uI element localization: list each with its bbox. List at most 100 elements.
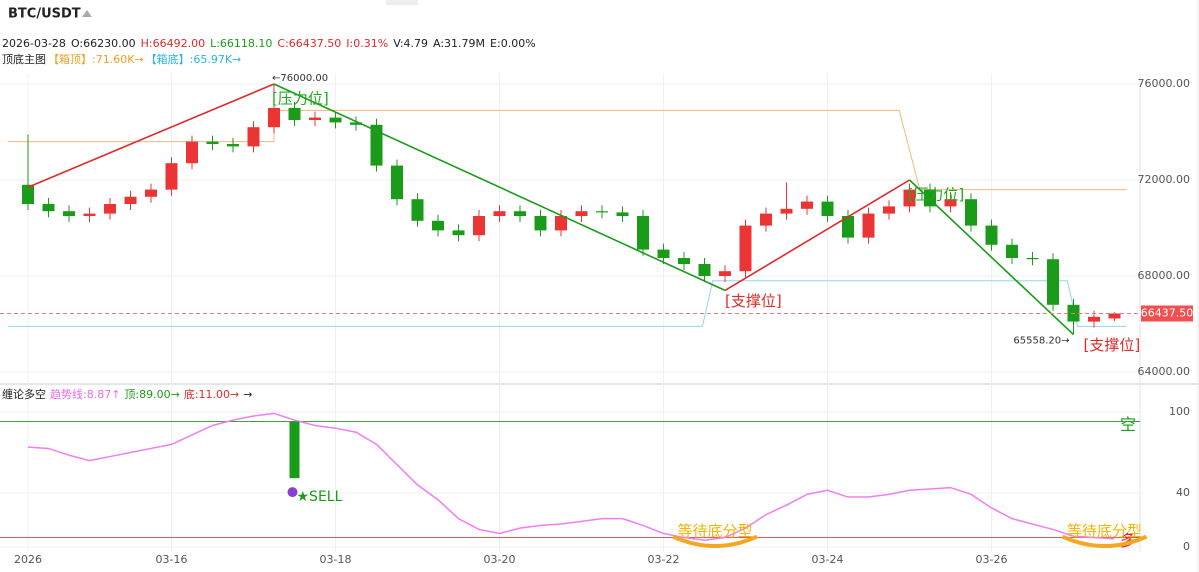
candle-body [596,211,608,213]
support-label: [支撑位] [725,292,782,310]
candle-body [493,211,506,216]
candle-body [350,122,362,125]
legend-item: L:66118.10 [210,37,272,50]
candle-body [739,225,752,272]
x-tick-label: 2026 [14,553,42,566]
candle-body [985,225,998,245]
zigzag-segment [908,179,1075,336]
candle-body [206,141,219,144]
y-tick-label: 40 [1176,486,1190,499]
y-tick-label: 76000.00 [1138,77,1191,90]
x-tick-label: 03-24 [812,553,844,566]
pressure-label: [压力位] [908,186,965,204]
legend-item: V:4.79 [393,37,428,50]
y-tick-label: 64000.00 [1138,365,1191,378]
candle-body [452,230,465,236]
high-label: ←76000.00 [272,73,328,84]
legend-item: E:0.00% [490,37,536,50]
candle-body [760,213,772,226]
box-bottom-line [7,280,1127,327]
candle-body [842,216,854,238]
candle-body [370,124,383,166]
candle-body [1006,244,1018,258]
legend-item: 底:11.00→ [184,387,239,401]
candle-body [514,211,526,216]
upper-label: 空 [1120,415,1136,434]
box-top-line [7,109,1127,191]
symbol: BTC/USDT [8,7,81,22]
last-price-label: 66437.50 [1141,307,1194,320]
legend-item: H:66492.00 [141,37,205,50]
y-tick-label: 68000.00 [1138,269,1191,282]
last-price-box [1141,305,1193,322]
candle-body [657,249,670,258]
candle-body [616,212,629,216]
x-tick-label: 03-16 [156,553,188,566]
candle-body [821,201,834,216]
sell-icon [287,487,298,498]
toolbar-handle[interactable] [386,0,418,5]
candle-body [862,213,875,238]
low-label: 65558.20→ [1013,336,1069,347]
support-label: [支撑位] [1084,336,1141,354]
legend-item: 顶:89.00→ [124,388,179,401]
candle-body [432,220,444,231]
wait-label: 等待底分型 [677,522,752,540]
zigzag-segment [273,83,726,292]
candle-body [473,216,485,236]
candle-body [903,189,916,207]
candle-body [1088,316,1100,322]
candle-body [575,211,588,216]
candle-body [63,211,75,216]
wait-label: 等待底分型 [1067,522,1142,540]
legend-item: 缠论多空 [2,387,46,401]
candle-body [965,199,977,226]
legend-item: O:66230.00 [71,37,136,50]
candle-body [227,144,239,147]
legend-item: I:0.31% [346,37,388,50]
candle-body [1047,259,1059,305]
pressure-label: [压力位] [272,90,329,108]
sell-label: ★SELL [297,489,343,505]
candle-body [186,141,198,164]
trend-line [27,412,1115,542]
candle-body [801,201,813,209]
sell-bar [289,421,300,479]
candle-body [534,216,547,231]
candle-body [1108,313,1121,319]
y-tick-label: 100 [1169,405,1190,418]
legend-item: 【箱底】:65.97K→ [146,52,242,66]
candle-body [678,258,690,264]
candle-body [22,184,34,204]
wait-arc [672,534,758,549]
candle-body [637,216,649,250]
candle-body [247,127,260,147]
candle-body [1026,258,1039,260]
legend-item: 趋势线:8.87↑ [50,387,120,401]
symbol-dropdown[interactable] [82,10,92,17]
legend-item: C:66437.50 [277,37,341,50]
legend-item: 【箱顶】:71.60K→ [48,52,144,66]
legend-item: 顶底主图 [2,52,46,66]
zigzag-segment [27,83,275,188]
legend-item: 2026-03-28 [2,37,66,50]
candle-body [780,208,793,214]
candle-body [555,216,567,231]
candle-body [944,199,957,207]
candle-body [719,271,731,276]
y-tick-label: 0 [1183,540,1190,553]
legend-item: → [243,388,252,401]
candle-body [145,189,157,197]
candle-body [124,196,137,204]
legend-item: A:31.79M [433,37,485,50]
x-tick-label: 03-26 [976,553,1008,566]
wait-arc [1061,534,1148,549]
candle-body [165,163,178,190]
candle-body [391,165,403,200]
candle-body [698,264,711,276]
candle-body [411,199,424,221]
zigzag-segment [724,179,910,292]
x-tick-label: 03-18 [320,553,352,566]
y-tick-label: 72000.00 [1138,173,1191,186]
